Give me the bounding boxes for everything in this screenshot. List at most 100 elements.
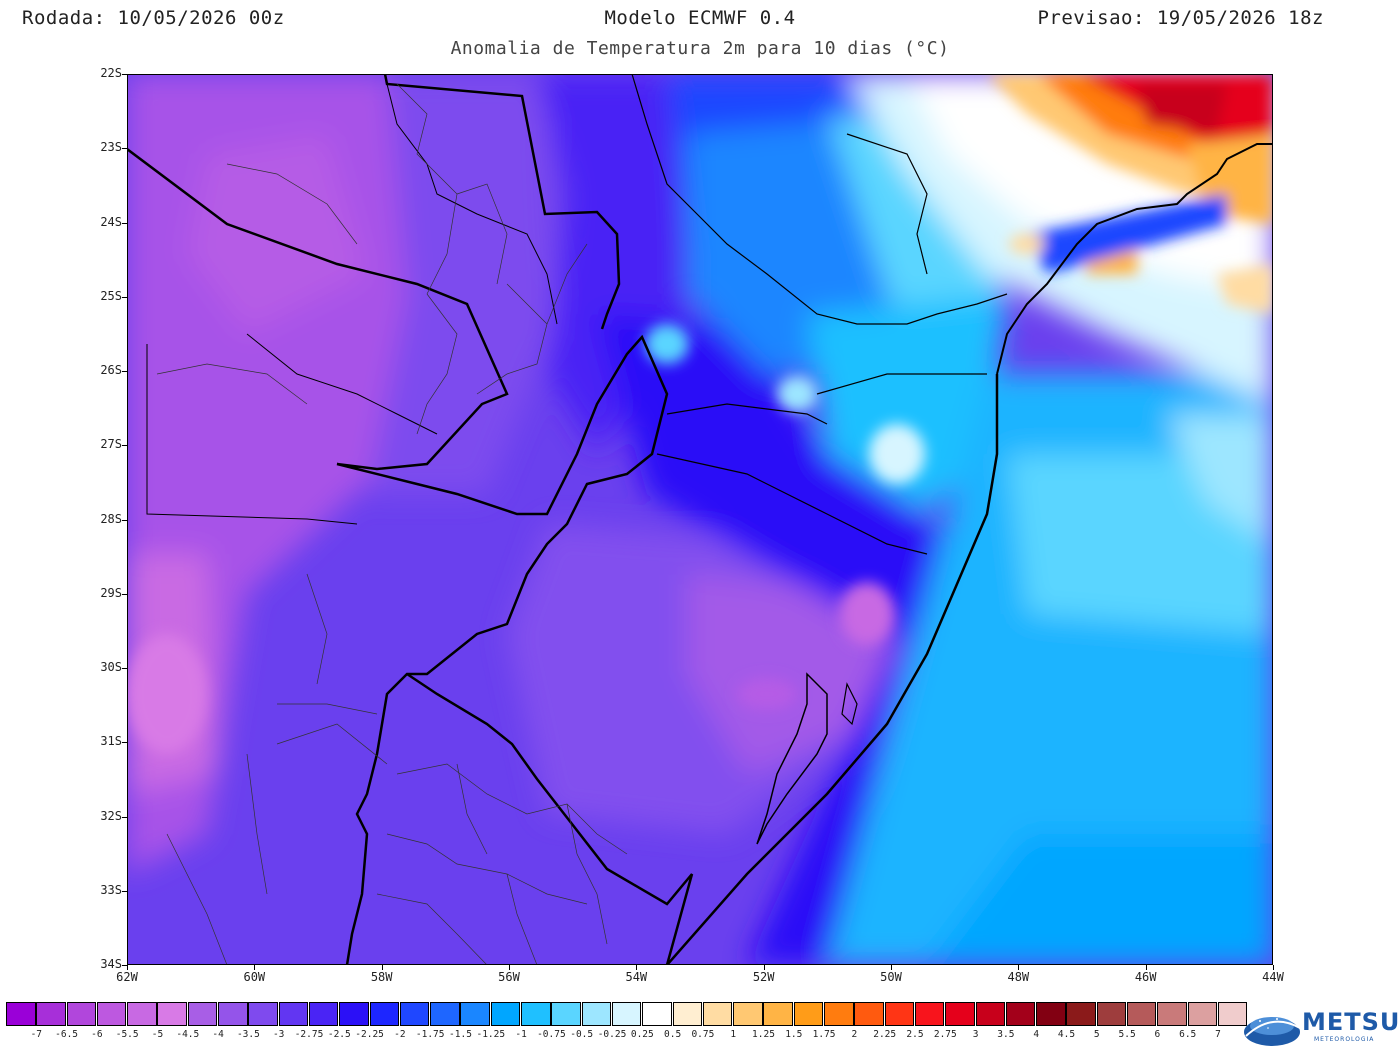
colorbar-swatch (1126, 1002, 1157, 1026)
colorbar-swatch (278, 1002, 309, 1026)
latitude-tick (122, 222, 127, 224)
latitude-tick-label: 31S (100, 734, 122, 749)
latitude-tick-label: 29S (100, 585, 122, 600)
colorbar-label: -5.5 (115, 1029, 139, 1040)
logo-subtitle: METEOROLOGIA (1314, 1036, 1375, 1043)
latitude-tick (122, 445, 127, 447)
longitude-tick-label: 50W (880, 970, 902, 984)
anomaly-field (127, 74, 1273, 965)
latitude-tick-label: 30S (100, 660, 122, 674)
colorbar-swatch (914, 1002, 945, 1026)
longitude-tick-label: 48W (1007, 970, 1030, 984)
logo-name: METSUL (1302, 1008, 1400, 1036)
map-subtitle: Anomalia de Temperatura 2m para 10 dias … (450, 38, 950, 59)
anomaly-map (127, 74, 1273, 965)
colorbar-label: 7 (1215, 1029, 1221, 1040)
longitude-tick (1273, 965, 1274, 970)
colorbar-swatch (672, 1002, 703, 1026)
colorbar-label: -5 (151, 1029, 164, 1040)
colorbar-label: 4.5 (1057, 1029, 1076, 1040)
colorbar-swatch (96, 1002, 127, 1026)
colorbar-label: 2.25 (873, 1029, 897, 1040)
longitude-tick-label: 60W (243, 970, 266, 984)
warm-anomaly-cores (127, 74, 1273, 754)
longitude-tick-label: 54W (625, 970, 648, 984)
colorbar-label: -1.75 (415, 1029, 445, 1040)
colorbar-swatch (187, 1002, 218, 1026)
longitude-tick (763, 965, 765, 970)
colorbar-swatch (1157, 1002, 1187, 1026)
colorbar-label: -4.5 (176, 1029, 200, 1040)
colorbar-label: 2.5 (906, 1029, 924, 1040)
colorbar-swatch (36, 1002, 66, 1026)
longitude-tick (636, 965, 638, 970)
latitude-tick (122, 519, 127, 521)
colorbar-label: -0.75 (537, 1029, 566, 1040)
colorbar-label: 6.5 (1179, 1029, 1197, 1040)
colorbar-label: -4 (212, 1029, 224, 1040)
colorbar-label: 0.75 (691, 1029, 715, 1040)
longitude-tick (381, 965, 383, 970)
colorbar-label: -0.25 (597, 1029, 627, 1040)
latitude-tick (122, 816, 127, 818)
colorbar-swatch (218, 1002, 248, 1026)
latitude-tick-label: 32S (100, 808, 122, 823)
colorbar-label: 2.75 (933, 1029, 957, 1040)
colorbar-label: 5 (1093, 1029, 1100, 1040)
colorbar-label: -2.25 (355, 1029, 384, 1040)
minor-boundaries (156, 83, 628, 965)
colorbar-label: 6 (1154, 1029, 1161, 1040)
longitude-tick (1018, 965, 1020, 970)
colorbar-swatch (308, 1002, 339, 1026)
latitude-tick (122, 965, 127, 966)
colorbar-swatch (1005, 1002, 1036, 1026)
colorbar-swatch (793, 1002, 824, 1026)
colorbar-label: 3 (972, 1029, 979, 1040)
latitude-tick (122, 593, 127, 595)
latitude-tick-label: 33S (100, 882, 122, 897)
colorbar-label: -1 (515, 1029, 527, 1040)
colorbar-swatch (1217, 1002, 1248, 1026)
colorbar-swatch (1187, 1002, 1218, 1026)
colorbar-label: 1.5 (785, 1029, 803, 1040)
forecast-valid-label: Previsao: 19/05/2026 18z (1037, 7, 1324, 29)
borders (127, 74, 1273, 965)
colorbar-label: 1.25 (752, 1029, 775, 1040)
colorbar-label: -7 (30, 1029, 43, 1040)
latitude-tick-label: 27S (100, 437, 122, 452)
colorbar-label: -6 (91, 1029, 103, 1040)
colorbar-label: -3.5 (236, 1029, 260, 1040)
colorbar-label: -1.5 (449, 1029, 472, 1040)
latitude-tick-label: 23S (100, 140, 122, 155)
longitude-tick-label: 52W (752, 970, 775, 984)
longitude-tick-label: 56W (498, 970, 520, 984)
lagoa-dos-patos (756, 672, 828, 845)
colorbar-swatch (1066, 1002, 1096, 1026)
colorbar-label: -1.25 (476, 1029, 506, 1040)
colorbar-swatch (460, 1002, 490, 1026)
model-title: Modelo ECMWF 0.4 (604, 7, 796, 29)
longitude-tick (1145, 965, 1147, 970)
colorbar-swatch (248, 1002, 278, 1026)
colorbar-label: 0.5 (664, 1029, 682, 1040)
latitude-tick (122, 371, 127, 372)
colorbar-label: 2 (851, 1029, 858, 1040)
longitude-tick (891, 965, 892, 970)
colorbar-swatch (490, 1002, 521, 1026)
colorbar-label: -2.75 (294, 1029, 324, 1040)
latitude-tick (122, 148, 127, 150)
colorbar-swatch (66, 1002, 97, 1026)
colorbar-label: -3 (272, 1029, 285, 1040)
colorbar-swatch (521, 1002, 551, 1026)
colorbar (6, 1002, 1248, 1027)
colorbar-swatch (1036, 1002, 1066, 1026)
colorbar-swatch (6, 1002, 36, 1026)
longitude-tick-label: 46W (1134, 970, 1157, 984)
longitude-tick-label: 58W (370, 970, 393, 984)
colorbar-swatch (702, 1002, 733, 1026)
metsul-logo: METSUL METEOROLOGIA (1232, 1006, 1400, 1048)
globe-icon (1244, 1017, 1301, 1046)
colorbar-swatch (884, 1002, 915, 1026)
latitude-tick-label: 28S (100, 511, 122, 526)
colorbar-swatch (824, 1002, 854, 1026)
